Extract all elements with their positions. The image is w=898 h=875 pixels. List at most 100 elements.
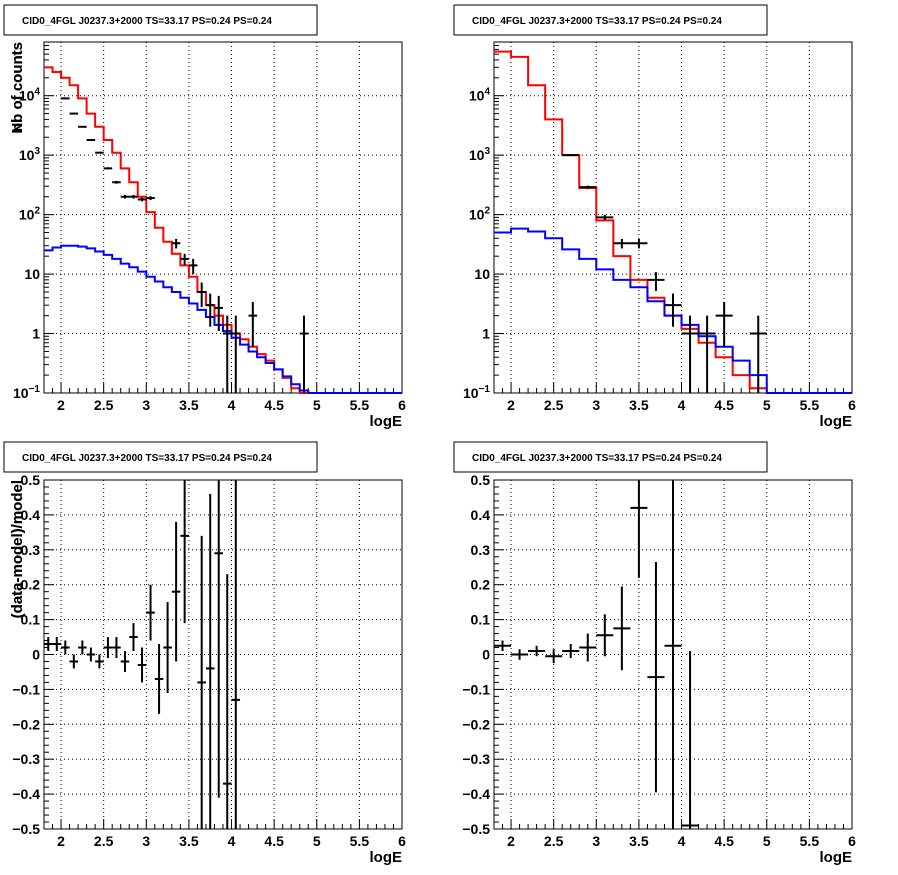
x-tick-label: 5.5 [350, 833, 370, 849]
panel-title: CID0_4FGL J0237.3+2000 TS=33.17 PS=0.24 … [22, 453, 272, 464]
data-point [171, 238, 181, 249]
data-point [528, 645, 546, 657]
y-tick-label: −0.5 [12, 821, 40, 837]
y-tick-label: −0.3 [12, 751, 40, 767]
data-point [61, 97, 70, 100]
y-tick-label: 0.4 [21, 507, 41, 523]
data-point [647, 272, 665, 291]
data-points [494, 480, 699, 829]
data-point [120, 194, 130, 199]
x-tick-label: 5.5 [350, 397, 370, 413]
data-point [78, 640, 87, 655]
y-tick-label: −0.2 [12, 716, 40, 732]
data-point [171, 521, 181, 662]
data-point [69, 654, 79, 669]
data-point [137, 647, 147, 683]
plot-frame [43, 41, 403, 394]
y-tick-label: 0 [482, 647, 490, 663]
x-tick-label: 3 [592, 397, 600, 413]
y-tick-label: 0.2 [471, 577, 491, 593]
data-point [180, 480, 189, 624]
data-point [214, 480, 223, 798]
chart-panel-3: 2 2.5 3 3.5 4 4.5 5 5.5 6 −0.5 −0.4 −0.3 −0.2 −0.1 0 0.… [3, 441, 406, 866]
y-tick-label: 0.5 [471, 472, 491, 488]
panel-title-box [453, 441, 768, 473]
data-point [630, 238, 648, 249]
x-axis-title: logE [370, 849, 403, 866]
y-tick-label: 104 [469, 87, 491, 104]
y-tick-label: 0.3 [21, 542, 41, 558]
grid [44, 479, 403, 830]
y-axis-title: Nb of counts [9, 42, 26, 134]
histogram-series-2 [494, 227, 852, 394]
x-axis-title: logE [370, 413, 403, 430]
x-tick-label: 5 [313, 833, 321, 849]
x-tick-label: 3.5 [179, 397, 199, 413]
data-point [494, 640, 512, 652]
data-point [205, 293, 215, 327]
y-tick-label: −0.1 [12, 681, 40, 697]
data-point [95, 151, 104, 154]
data-point [664, 293, 682, 327]
x-tick-label: 2.5 [544, 397, 564, 413]
data-point [146, 584, 155, 641]
data-point [647, 562, 665, 793]
x-tick-label: 2.5 [544, 833, 564, 849]
x-tick-label: 4.5 [264, 833, 284, 849]
y-tick-label: −0.5 [462, 821, 490, 837]
panel-title-box [3, 441, 318, 473]
data-point [562, 644, 580, 658]
x-tick-label: 4 [678, 397, 686, 413]
y-tick-label: −0.1 [462, 681, 490, 697]
x-tick-label: 4 [228, 833, 236, 849]
y-tick-label: 103 [19, 146, 41, 163]
panel-title: CID0_4FGL J0237.3+2000 TS=33.17 PS=0.24 … [472, 453, 722, 464]
panel-title-box [3, 4, 318, 36]
data-point [664, 480, 682, 829]
data-point [579, 633, 597, 662]
x-tick-label: 3 [142, 833, 150, 849]
y-tick-label: 0.5 [21, 472, 41, 488]
x-tick-label: 2.5 [94, 833, 114, 849]
data-point [112, 180, 121, 184]
data-point [681, 315, 699, 393]
y-tick-label: 104 [19, 87, 41, 104]
y-tick-label: 10 [24, 266, 40, 282]
data-point [86, 138, 96, 141]
y-tick-label: 102 [19, 206, 41, 223]
x-axis-title: logE [820, 849, 853, 866]
data-point [596, 214, 614, 221]
axis-ticks [493, 41, 853, 394]
data-point [95, 654, 104, 669]
data-points [562, 154, 767, 393]
y-tick-label: 0.2 [21, 577, 41, 593]
data-point [223, 315, 232, 393]
grid [494, 42, 853, 394]
data-point [129, 623, 138, 652]
data-point [231, 315, 241, 393]
data-point [44, 637, 53, 652]
x-tick-label: 4.5 [714, 833, 734, 849]
y-tick-label: −0.4 [462, 786, 490, 802]
x-tick-label: 5.5 [800, 397, 820, 413]
data-point [214, 295, 223, 332]
data-point [120, 651, 130, 672]
x-tick-label: 4 [228, 397, 236, 413]
y-tick-label: 102 [469, 206, 491, 223]
y-tick-label: 103 [469, 146, 491, 163]
x-tick-label: 3 [592, 833, 600, 849]
grid [44, 42, 403, 394]
y-axis-title: (data-model)/model [9, 480, 26, 618]
data-point [103, 167, 113, 170]
y-axis-title: nb of counts [9, 42, 26, 132]
x-tick-label: 5 [313, 397, 321, 413]
data-point [562, 154, 580, 157]
data-point [613, 586, 631, 671]
data-point [715, 301, 733, 347]
data-point [613, 238, 631, 249]
data-points [61, 97, 309, 393]
chart-panel-2: 2 2.5 3 3.5 4 4.5 5 5.5 610−1110102103104logEnb … [9, 4, 856, 430]
panel-title: CID0_4FGL J0237.3+2000 TS=33.17 PS=0.24 … [472, 16, 722, 27]
data-point [69, 112, 79, 115]
data-point [197, 535, 206, 829]
